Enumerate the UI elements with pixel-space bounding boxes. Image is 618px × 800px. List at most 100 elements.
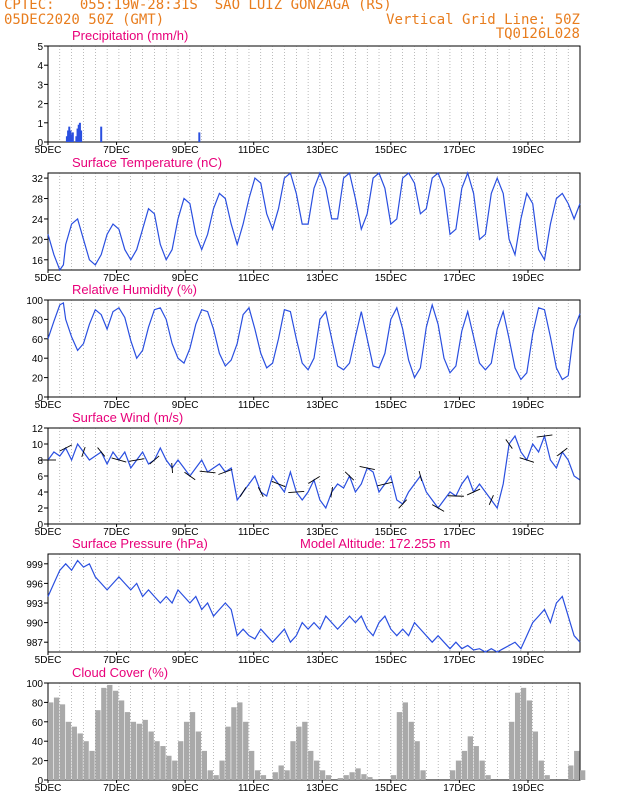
x-tick-label: 19DEC	[512, 527, 544, 538]
cloud-bar	[538, 760, 544, 780]
x-tick-label: 5DEC	[35, 655, 62, 666]
x-tick-label: 17DEC	[443, 527, 475, 538]
x-tick-label: 9DEC	[172, 527, 199, 538]
x-tick-label: 19DEC	[512, 273, 544, 284]
x-tick-label: 5DEC	[35, 145, 62, 156]
panel-title: Surface Wind (m/s)	[72, 410, 183, 425]
y-tick-label: 10	[32, 440, 44, 451]
wind-arrow	[377, 481, 393, 487]
cloud-bar	[95, 710, 101, 780]
wind-arrow	[239, 487, 247, 497]
precip-bar	[67, 130, 70, 142]
x-tick-label: 19DEC	[512, 145, 544, 156]
wind-arrow	[308, 476, 320, 484]
cloud-bar	[53, 697, 60, 780]
run-date: 05DEC2020 50Z (GMT)	[4, 12, 165, 28]
x-tick-label: 5DEC	[35, 400, 62, 411]
wind-arrow	[418, 470, 423, 482]
cloud-bar	[124, 712, 131, 780]
cloud-bar	[219, 760, 225, 780]
cloud-bar	[325, 775, 332, 780]
wind-arrow	[81, 446, 86, 458]
wind-arrow	[431, 504, 445, 512]
precip-bar	[77, 124, 80, 142]
x-tick-label: 17DEC	[443, 655, 475, 666]
cloud-bar	[59, 704, 66, 780]
precip-bar	[71, 132, 74, 142]
y-tick-label: 2	[37, 100, 43, 111]
y-tick-label: 100	[26, 679, 43, 690]
panel-title: Relative Humidity (%)	[72, 282, 197, 297]
x-tick-label: 13DEC	[306, 783, 338, 794]
y-tick-label: 12	[32, 424, 44, 435]
y-tick-label: 5	[37, 42, 43, 53]
y-tick-label: 100	[26, 296, 43, 307]
precip-bar	[75, 136, 78, 142]
cloud-bar	[479, 760, 485, 780]
panel-title: Cloud Cover (%)	[72, 665, 168, 680]
x-tick-label: 19DEC	[512, 400, 544, 411]
x-tick-label: 15DEC	[375, 400, 407, 411]
cloud-bar	[254, 770, 261, 780]
cloud-bar	[373, 779, 379, 780]
x-tick-label: 15DEC	[375, 273, 407, 284]
x-tick-label: 15DEC	[375, 527, 407, 538]
y-tick-label: 4	[37, 488, 43, 499]
x-tick-label: 9DEC	[172, 400, 199, 411]
cloud-bar	[113, 690, 119, 780]
cloud-bar	[195, 731, 202, 780]
x-tick-label: 11DEC	[238, 145, 270, 156]
wind-arrow	[171, 462, 174, 474]
series-line	[47, 171, 581, 272]
cloud-bar	[101, 687, 107, 780]
y-tick-label: 3	[37, 80, 43, 91]
wind-arrow	[447, 495, 464, 497]
wind-arrow	[466, 488, 481, 496]
x-tick-label: 19DEC	[512, 655, 544, 666]
x-tick-label: 9DEC	[172, 783, 199, 794]
y-tick-label: 990	[26, 619, 43, 630]
cloud-bar	[408, 721, 414, 780]
cloud-bar	[136, 723, 142, 780]
cloud-bar	[485, 775, 491, 780]
cloud-bar	[243, 721, 249, 780]
cloud-bar	[130, 721, 137, 780]
panel-title: Precipitation (mm/h)	[72, 28, 188, 43]
x-tick-label: 13DEC	[306, 273, 338, 284]
header: CPTEC: 055:19W-28:31S SAO LUIZ GONZAGA (…	[0, 0, 618, 45]
y-tick-label: 20	[32, 235, 44, 246]
wind-arrow	[519, 457, 535, 463]
y-tick-label: 0	[37, 520, 43, 531]
x-tick-label: 13DEC	[306, 145, 338, 156]
cloud-bar	[154, 741, 160, 780]
x-tick-label: 7DEC	[103, 145, 130, 156]
cloud-bar	[183, 721, 190, 780]
y-tick-label: 0	[37, 393, 43, 404]
wind-arrow	[330, 486, 334, 498]
y-tick-label: 4	[37, 61, 43, 72]
x-tick-label: 13DEC	[306, 400, 338, 411]
panel-annotation: Model Altitude: 172.255 m	[300, 536, 450, 551]
cloud-bar	[580, 770, 586, 780]
x-tick-label: 7DEC	[103, 273, 130, 284]
precip-bar	[69, 130, 72, 142]
y-tick-label: 28	[32, 195, 44, 206]
y-tick-label: 80	[32, 698, 44, 709]
precip-bar	[65, 136, 68, 142]
cloud-bar	[367, 777, 373, 780]
cloud-bar	[172, 760, 178, 780]
cloud-bar	[314, 760, 320, 780]
cloud-bar	[278, 765, 284, 780]
cloud-bar	[225, 726, 231, 780]
panel-frame	[47, 427, 581, 525]
cloud-bar	[402, 702, 408, 780]
x-tick-label: 17DEC	[443, 145, 475, 156]
cloud-bar	[319, 770, 326, 780]
x-tick-label: 15DEC	[375, 655, 407, 666]
precip-bar	[76, 128, 79, 142]
cloud-bar	[77, 733, 83, 780]
x-tick-label: 11DEC	[238, 783, 270, 794]
x-tick-label: 7DEC	[103, 655, 130, 666]
cloud-bar	[83, 741, 89, 780]
